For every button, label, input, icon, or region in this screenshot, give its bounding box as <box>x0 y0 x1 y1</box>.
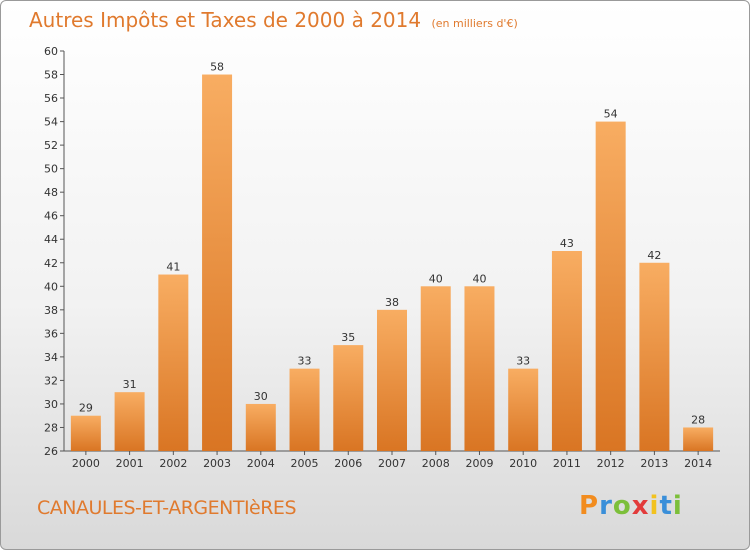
data-label: 33 <box>298 355 312 368</box>
location-name: CANAULES-ET-ARGENTIèRES <box>37 497 297 519</box>
y-tick-label: 42 <box>44 257 58 270</box>
x-tick-label: 2014 <box>684 457 712 470</box>
bar <box>639 262 670 451</box>
y-tick-label: 32 <box>44 374 58 387</box>
y-tick-label: 60 <box>44 45 58 58</box>
y-tick-label: 46 <box>44 210 58 223</box>
bars <box>70 74 714 452</box>
y-tick-label: 40 <box>44 280 58 293</box>
chart-subtitle: (en milliers d'€) <box>431 17 518 30</box>
x-tick-label: 2007 <box>378 457 406 470</box>
data-label: 38 <box>385 296 399 309</box>
bar <box>508 368 539 451</box>
bar <box>245 403 276 451</box>
y-tick-label: 26 <box>44 445 58 458</box>
y-tick-label: 30 <box>44 398 58 411</box>
x-tick-label: 2000 <box>72 457 100 470</box>
bar <box>377 309 407 451</box>
x-tick-label: 2005 <box>291 457 319 470</box>
bar <box>551 251 582 451</box>
proxiti-logo[interactable]: Proxiti <box>579 491 683 521</box>
x-tick-label: 2008 <box>422 457 450 470</box>
y-tick-label: 38 <box>44 304 58 317</box>
bar-chart: 26 28 30 32 34 36 38 40 42 44 46 48 50 52 54 56 58 60 200… <box>44 45 720 470</box>
bar <box>289 368 320 451</box>
chart-title: Autres Impôts et Taxes de 2000 à 2014 (e… <box>29 8 518 32</box>
chart-title-text: Autres Impôts et Taxes de 2000 à 2014 <box>29 8 422 32</box>
y-tick-label: 34 <box>44 351 58 364</box>
x-tick-label: 2006 <box>334 457 362 470</box>
logo-letter: t <box>659 491 673 521</box>
data-label: 30 <box>254 390 268 403</box>
bar <box>70 415 101 451</box>
data-label: 28 <box>691 413 705 426</box>
x-tick-label: 2002 <box>159 457 187 470</box>
logo-letter: i <box>649 491 660 521</box>
x-tick-label: 2004 <box>247 457 275 470</box>
y-tick-label: 54 <box>44 116 58 129</box>
y-tick-label: 50 <box>44 163 58 176</box>
logo-letter: x <box>631 491 650 521</box>
logo-letter: P <box>579 491 600 521</box>
data-label: 42 <box>647 249 661 262</box>
logo-letter: o <box>612 491 632 521</box>
data-labels: 29 31 41 58 30 33 35 38 40 40 33 43 54 42 28 <box>79 61 705 427</box>
bar <box>114 392 145 451</box>
x-tick-label: 2012 <box>597 457 625 470</box>
y-tick-label: 58 <box>44 69 58 82</box>
data-label: 58 <box>210 61 224 74</box>
x-tick-label: 2009 <box>465 457 493 470</box>
data-label: 43 <box>560 237 574 250</box>
y-tick-label: 56 <box>44 92 58 105</box>
x-tick-label: 2010 <box>509 457 537 470</box>
bar <box>202 74 233 451</box>
x-tick-label: 2013 <box>640 457 668 470</box>
data-label: 35 <box>341 331 355 344</box>
y-tick-label: 48 <box>44 186 58 199</box>
data-label: 40 <box>472 272 486 285</box>
y-tick-label: 36 <box>44 327 58 340</box>
logo-letter: i <box>672 491 683 521</box>
data-label: 29 <box>79 402 93 415</box>
y-tick-label: 52 <box>44 139 58 152</box>
y-tick-label: 28 <box>44 421 58 434</box>
bar <box>464 286 495 451</box>
x-tick-label: 2011 <box>553 457 581 470</box>
bar <box>158 274 189 451</box>
data-label: 31 <box>123 378 137 391</box>
data-label: 33 <box>516 355 530 368</box>
bar <box>595 121 626 452</box>
x-tick-label: 2001 <box>116 457 144 470</box>
data-label: 40 <box>429 272 443 285</box>
y-axis: 26 28 30 32 34 36 38 40 42 44 46 48 50 52 54 56 58 60 <box>44 45 65 458</box>
logo-letter: r <box>599 491 613 521</box>
data-label: 41 <box>166 261 180 274</box>
bar <box>420 286 451 451</box>
bar <box>683 427 714 451</box>
x-axis: 2000 2001 2002 2003 2004 2005 2006 2007 2008 2009… <box>64 450 720 470</box>
data-label: 54 <box>604 108 618 121</box>
bar <box>333 345 364 451</box>
x-tick-label: 2003 <box>203 457 231 470</box>
y-tick-label: 44 <box>44 233 58 246</box>
